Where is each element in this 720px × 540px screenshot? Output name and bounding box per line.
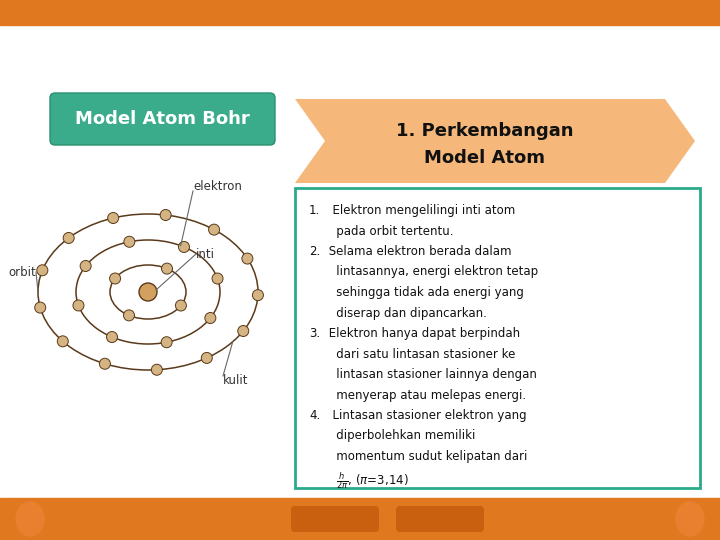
Text: inti: inti bbox=[196, 247, 215, 260]
Text: lintasannya, energi elektron tetap: lintasannya, energi elektron tetap bbox=[325, 266, 538, 279]
Circle shape bbox=[35, 302, 46, 313]
Circle shape bbox=[63, 232, 74, 244]
Text: 2.: 2. bbox=[309, 245, 320, 258]
Circle shape bbox=[80, 260, 91, 272]
Circle shape bbox=[212, 273, 223, 284]
FancyBboxPatch shape bbox=[50, 93, 275, 145]
Circle shape bbox=[124, 310, 135, 321]
Text: Lintasan stasioner elektron yang: Lintasan stasioner elektron yang bbox=[325, 409, 526, 422]
Text: orbit: orbit bbox=[8, 266, 36, 279]
Text: 1.: 1. bbox=[309, 204, 320, 217]
Text: pada orbit tertentu.: pada orbit tertentu. bbox=[325, 225, 454, 238]
Circle shape bbox=[238, 326, 249, 336]
Text: lintasan stasioner lainnya dengan: lintasan stasioner lainnya dengan bbox=[325, 368, 537, 381]
Text: $\frac{h}{2\pi}$, ($\pi$=3,14): $\frac{h}{2\pi}$, ($\pi$=3,14) bbox=[325, 470, 409, 491]
Circle shape bbox=[139, 283, 157, 301]
Bar bbox=[0, 498, 720, 540]
FancyBboxPatch shape bbox=[295, 188, 700, 488]
Circle shape bbox=[108, 213, 119, 224]
Text: sehingga tidak ada energi yang: sehingga tidak ada energi yang bbox=[325, 286, 524, 299]
Circle shape bbox=[161, 263, 173, 274]
Text: menyerap atau melepas energi.: menyerap atau melepas energi. bbox=[325, 388, 526, 402]
Polygon shape bbox=[295, 99, 695, 183]
Circle shape bbox=[124, 237, 135, 247]
Text: elektron: elektron bbox=[193, 180, 242, 193]
Text: 3.: 3. bbox=[309, 327, 320, 340]
FancyBboxPatch shape bbox=[396, 506, 484, 532]
Text: 4.: 4. bbox=[309, 409, 320, 422]
Circle shape bbox=[176, 300, 186, 311]
Text: momentum sudut kelipatan dari: momentum sudut kelipatan dari bbox=[325, 450, 527, 463]
Circle shape bbox=[161, 337, 172, 348]
Circle shape bbox=[37, 265, 48, 276]
Circle shape bbox=[58, 336, 68, 347]
Text: Model Atom: Model Atom bbox=[425, 149, 546, 167]
Text: diserap dan dipancarkan.: diserap dan dipancarkan. bbox=[325, 307, 487, 320]
Text: dari satu lintasan stasioner ke: dari satu lintasan stasioner ke bbox=[325, 348, 516, 361]
Circle shape bbox=[202, 353, 212, 363]
Circle shape bbox=[242, 253, 253, 264]
Ellipse shape bbox=[676, 502, 704, 536]
Circle shape bbox=[205, 313, 216, 323]
Ellipse shape bbox=[16, 502, 44, 536]
Circle shape bbox=[253, 289, 264, 301]
Bar bbox=[0, 0, 720, 25]
Circle shape bbox=[209, 224, 220, 235]
Bar bbox=[0, 25, 720, 498]
Circle shape bbox=[109, 273, 120, 284]
Circle shape bbox=[73, 300, 84, 311]
Text: Elektron hanya dapat berpindah: Elektron hanya dapat berpindah bbox=[325, 327, 520, 340]
Circle shape bbox=[179, 241, 189, 253]
Text: Model Atom Bohr: Model Atom Bohr bbox=[75, 110, 250, 128]
Text: Selama elektron berada dalam: Selama elektron berada dalam bbox=[325, 245, 511, 258]
Text: diperbolehkan memiliki: diperbolehkan memiliki bbox=[325, 429, 475, 442]
Text: Elektron mengelilingi inti atom: Elektron mengelilingi inti atom bbox=[325, 204, 516, 217]
Circle shape bbox=[99, 358, 110, 369]
Circle shape bbox=[107, 332, 117, 342]
Circle shape bbox=[160, 210, 171, 220]
Circle shape bbox=[151, 364, 162, 375]
Text: 1. Perkembangan: 1. Perkembangan bbox=[396, 122, 574, 140]
FancyBboxPatch shape bbox=[291, 506, 379, 532]
Text: kulit: kulit bbox=[223, 374, 248, 387]
